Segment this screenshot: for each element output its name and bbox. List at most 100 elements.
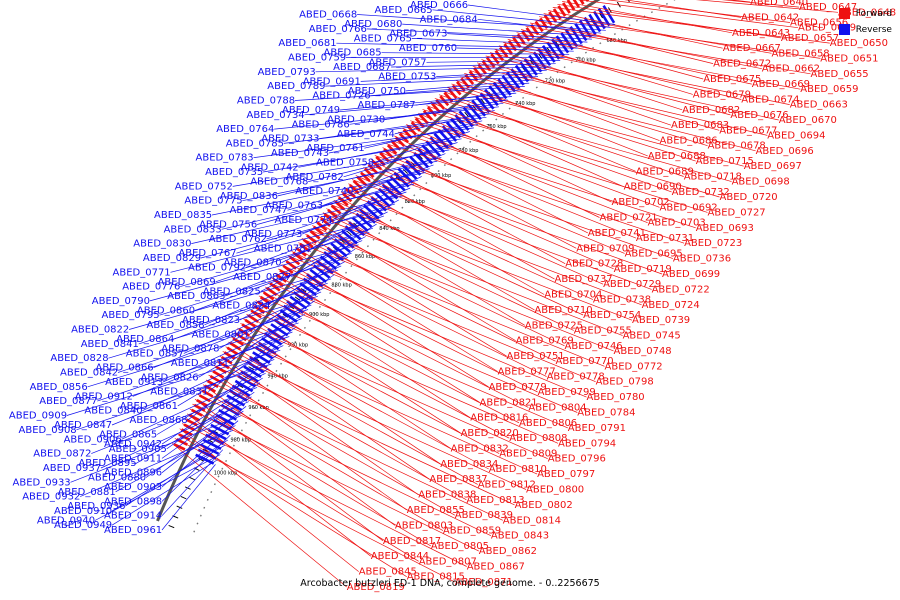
reverse-feature (597, 8, 611, 27)
forward-connector (189, 408, 479, 552)
reverse-feature (413, 152, 430, 169)
reverse-connector (360, 72, 543, 82)
reverse-gene-label: ABED_0764 (216, 124, 274, 135)
reverse-gene-label: ABED_0673 (389, 29, 447, 40)
forward-connector (606, 0, 791, 23)
reverse-connector (336, 42, 579, 49)
reverse-connector (253, 127, 474, 159)
reverse-connector (328, 124, 479, 154)
reverse-gene-label: ABED_0857 (126, 348, 184, 359)
forward-feature (422, 110, 433, 121)
reverse-gene-label: ABED_0792 (188, 263, 246, 274)
reverse-connector (100, 401, 249, 469)
reverse-gene-label: ABED_0936 (67, 501, 125, 512)
forward-connector (278, 268, 587, 398)
forward-gene-label: ABED_0643 (732, 28, 790, 39)
reverse-gene-label: ABED_0940 (37, 516, 95, 527)
forward-gene-label: ABED_0804 (528, 402, 586, 413)
reverse-connector (281, 211, 388, 264)
forward-feature (348, 184, 360, 195)
reverse-gene-label: ABED_0865 (99, 430, 157, 441)
reverse-gene-label: ABED_0795 (102, 310, 160, 321)
forward-gene-label: ABED_0699 (662, 269, 720, 280)
forward-connector (228, 341, 430, 480)
forward-gene-label: ABED_0715 (696, 156, 754, 167)
forward-gene-label: ABED_0745 (623, 331, 681, 342)
reverse-feature (306, 273, 324, 288)
forward-connector (268, 282, 578, 413)
forward-feature (426, 106, 437, 117)
reverse-gene-label: ABED_0774 (275, 215, 333, 226)
forward-feature (418, 113, 429, 125)
forward-feature (180, 428, 193, 437)
reverse-connector (319, 113, 491, 139)
reverse-feature (195, 453, 215, 465)
tick-label: 880 kbp (331, 283, 351, 289)
forward-gene-label: ABED_0814 (503, 515, 561, 526)
reverse-gene-label: ABED_0847 (54, 420, 112, 431)
forward-gene-label: ABED_0731 (636, 233, 694, 244)
forward-connector (498, 45, 790, 105)
reverse-gene-label: ABED_0860 (137, 306, 195, 317)
forward-connector (187, 413, 372, 557)
forward-gene-label: ABED_0696 (756, 146, 814, 157)
forward-feature (363, 167, 375, 179)
forward-connector (281, 264, 538, 393)
reverse-gene-label: ABED_0841 (81, 339, 139, 350)
forward-gene-label: ABED_0686 (660, 136, 718, 147)
forward-connector (721, 0, 800, 8)
reverse-feature (506, 71, 521, 89)
forward-gene-label: ABED_0871 (455, 577, 513, 588)
forward-gene-label: ABED_0780 (587, 392, 645, 403)
reverse-connector (211, 172, 426, 216)
forward-connector (530, 22, 762, 70)
reverse-feature (519, 61, 534, 79)
reverse-connector (260, 236, 366, 292)
forward-gene-label: ABED_0817 (383, 536, 441, 547)
forward-connector (468, 69, 660, 141)
reverse-connector (117, 309, 309, 373)
feature-tick (193, 467, 200, 471)
forward-swatch (838, 8, 850, 19)
forward-connector (485, 55, 779, 121)
forward-gene-label: ABED_0648 (838, 7, 896, 18)
forward-connector (284, 259, 489, 388)
reverse-gene-label: ABED_0781 (254, 243, 312, 254)
forward-connector (577, 0, 799, 29)
reverse-gene-label: ABED_0771 (113, 267, 171, 278)
feature-tick (300, 288, 307, 293)
forward-connector (394, 135, 588, 234)
feature-tick (248, 366, 254, 371)
reverse-feature (462, 106, 478, 124)
reverse-gene-label: ABED_0833 (164, 224, 222, 235)
forward-gene-label: ABED_0746 (565, 341, 623, 352)
forward-connector (288, 255, 596, 383)
forward-feature (490, 53, 500, 65)
forward-connector (382, 147, 577, 249)
reverse-connector (447, 33, 588, 43)
reverse-gene-label: ABED_0687 (333, 62, 391, 73)
forward-feature (173, 443, 186, 451)
reverse-swatch (838, 24, 850, 35)
forward-gene-label: ABED_0688 (648, 151, 706, 162)
forward-connector (237, 327, 441, 465)
forward-gene-label: ABED_0722 (652, 284, 710, 295)
reverse-gene-label: ABED_0911 (104, 453, 162, 464)
tick-label: 960 kbp (248, 405, 268, 411)
reverse-connector (405, 79, 534, 92)
forward-gene-label: ABED_0697 (744, 161, 802, 172)
reverse-connector (132, 331, 293, 397)
forward-feature (188, 413, 201, 422)
forward-gene-label: ABED_0693 (696, 223, 754, 234)
reverse-connector (94, 454, 221, 521)
forward-gene-label: ABED_0709 (576, 243, 634, 254)
reverse-connector (287, 168, 430, 211)
reverse-connector (207, 327, 296, 392)
reverse-connector (136, 396, 252, 464)
forward-gene-label: ABED_0720 (720, 192, 778, 203)
forward-gene-label: ABED_0837 (429, 474, 487, 485)
reverse-gene-label: ABED_0825 (203, 286, 261, 297)
reverse-connector (194, 252, 352, 311)
reverse-gene-label: ABED_0775 (184, 196, 242, 207)
reverse-gene-label: ABED_0767 (178, 248, 236, 259)
